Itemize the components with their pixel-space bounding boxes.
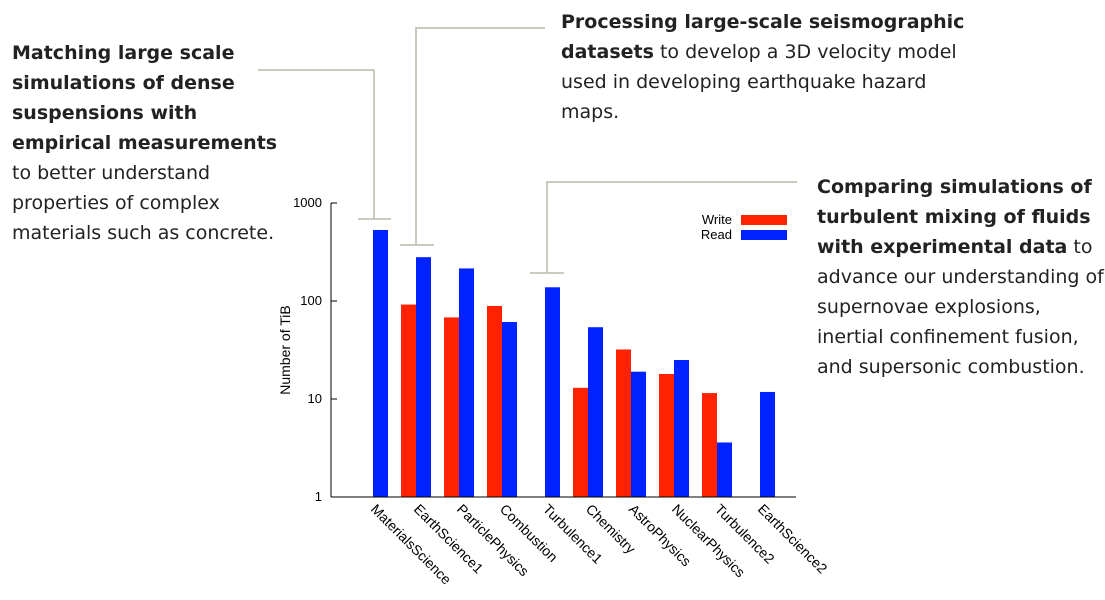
annotation-connectors <box>258 27 797 274</box>
y-axis-label: Number of TiB <box>277 305 293 394</box>
bar-write-chemistry <box>573 387 588 497</box>
connector-turbulence <box>530 181 797 274</box>
bar-read-particlephysics <box>459 268 474 497</box>
bar-write-earthscience1 <box>401 304 416 497</box>
y-ticks: 1 10 100 1000 <box>293 195 337 504</box>
bar-read-turbulence1 <box>545 287 560 497</box>
annotation-materials-science: Matching large scale simulations of dens… <box>12 38 282 248</box>
bar-read-earthscience2 <box>760 391 775 497</box>
bars <box>373 230 775 497</box>
legend-swatch-write <box>741 215 787 225</box>
legend-label-write: Write <box>702 212 732 227</box>
legend-swatch-read <box>741 230 787 240</box>
annotation-turbulence: Comparing simulations of turbulent mixin… <box>817 172 1105 382</box>
bar-write-nuclearphysics <box>659 373 674 497</box>
bar-read-earthscience1 <box>416 257 431 497</box>
bar-write-turbulence2 <box>702 393 717 497</box>
y-tick-label: 1000 <box>293 195 322 210</box>
bar-write-astrophysics <box>616 349 631 497</box>
annotation-top-text: to develop a 3D velocity model used in d… <box>561 41 957 123</box>
y-tick-label: 1 <box>315 489 322 504</box>
bar-read-chemistry <box>588 327 603 497</box>
bar-write-combustion <box>487 305 502 497</box>
connector-materials-science <box>258 69 391 220</box>
annotation-right-bold: Comparing simulations of turbulent mixin… <box>817 176 1092 258</box>
bar-read-combustion <box>502 322 517 497</box>
connector-earth-science <box>400 27 545 246</box>
annotation-right-text: to advance our understanding of supernov… <box>817 236 1104 378</box>
annotation-earth-science: Processing large-scale seismographic dat… <box>561 7 981 127</box>
bar-read-nuclearphysics <box>674 360 689 497</box>
bar-read-materialsscience <box>373 230 388 497</box>
x-tick-label: MaterialsScience <box>368 501 455 588</box>
axes <box>330 203 796 498</box>
y-tick-label: 100 <box>300 293 322 308</box>
annotation-left-bold: Matching large scale simulations of dens… <box>12 42 278 154</box>
annotation-top-bold: Processing large-scale seismographic dat… <box>561 11 965 63</box>
y-tick-label: 10 <box>308 391 322 406</box>
bar-read-astrophysics <box>631 371 646 497</box>
x-tick-labels: MaterialsScienceEarthScience1ParticlePhy… <box>368 501 831 588</box>
bar-write-particlephysics <box>444 317 459 497</box>
legend-label-read: Read <box>701 227 732 242</box>
annotation-left-text: to better understand properties of compl… <box>12 162 275 244</box>
bar-read-turbulence2 <box>717 442 732 497</box>
